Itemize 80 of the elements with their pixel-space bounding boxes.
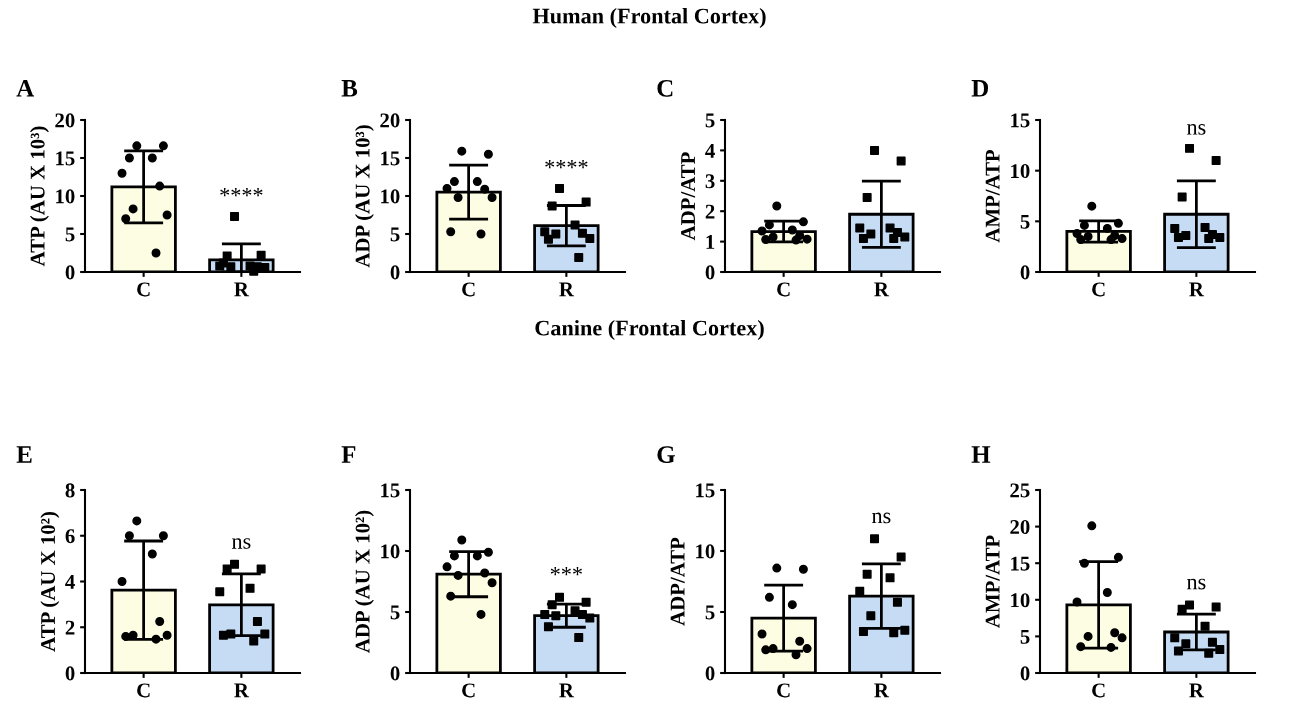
y-axis-title: ADP/ATP [681,152,696,241]
y-tick-label: 5 [390,605,400,620]
x-tick-label: R [1189,683,1205,698]
y-tick-label: 0 [1020,666,1030,681]
chart-subtitle: E [16,446,32,463]
chart-subtitle: B [341,80,358,97]
y-tick-label: 10 [381,544,400,559]
y-tick-label: 5 [705,113,715,128]
y-tick-label: 20 [1010,519,1030,535]
y-tick-label: 3 [705,174,715,189]
annotation: ns [1186,124,1206,135]
annotation: **** [545,160,588,169]
y-tick-label: 2 [65,620,75,635]
y-tick-label: 0 [65,666,75,681]
x-tick-label: C [137,282,150,297]
y-tick-label: 5 [1020,214,1030,229]
y-tick-label: 0 [390,265,400,280]
y-tick-label: 2 [705,204,715,219]
y-tick-label: 25 [1010,483,1030,498]
y-axis-title: AMP/ATP [985,535,1000,628]
y-tick-label: 5 [65,227,75,242]
x-tick-label: C [1092,282,1105,297]
y-tick-label: 1 [706,235,715,249]
x-tick-label: C [137,683,150,698]
y-tick-label: 10 [381,189,400,204]
y-axis-title: ADP (AU X 10³) [355,125,374,268]
x-tick-label: R [559,683,575,698]
annotation: ns [871,512,891,524]
x-tick-label: C [462,683,475,698]
y-tick-label: 5 [705,605,715,620]
annotation: **** [220,188,263,197]
y-tick-label: 4 [705,143,715,158]
y-tick-label: 20 [55,113,75,128]
y-tick-label: 15 [1011,556,1030,571]
y-tick-label: 15 [381,483,400,498]
x-tick-label: C [777,683,790,698]
y-tick-label: 15 [1011,113,1030,128]
y-axis-title: ATP (AU X 10²) [40,512,60,652]
y-tick-label: 20 [380,113,400,128]
text: Human (Frontal Cortex) [532,7,766,29]
x-tick-label: C [1092,683,1105,698]
y-tick-label: 6 [65,529,75,544]
annotation: ns [1186,578,1206,590]
y-axis-title: ADP/ATP [670,537,685,626]
x-tick-label: R [234,683,250,698]
y-axis-title: AMP/ATP [985,149,1000,243]
y-tick-label: 0 [705,265,715,280]
y-tick-label: 15 [56,151,75,166]
x-tick-label: R [234,282,250,297]
y-tick-label: 10 [1011,593,1030,608]
annotation: *** [550,567,582,576]
x-tick-label: R [1189,282,1205,297]
y-tick-label: 10 [56,189,75,204]
y-tick-label: 5 [390,227,400,242]
chart-subtitle: D [971,80,989,97]
annotation: ns [231,538,251,549]
x-tick-label: R [874,282,890,297]
y-tick-label: 10 [1011,164,1030,179]
y-axis-title: ATP (AU X 10³) [30,126,49,267]
chart-subtitle: G [657,446,675,463]
text: Canine (Frontal Cortex) [535,319,764,341]
x-tick-label: C [777,282,790,297]
y-tick-label: 15 [696,483,715,498]
y-tick-label: 5 [1020,629,1030,644]
y-tick-label: 10 [696,544,715,559]
y-tick-label: 0 [65,265,75,280]
y-tick-label: 8 [65,483,75,498]
y-axis-title: ADP (AU X 10²) [355,510,374,653]
chart-subtitle: H [971,446,991,463]
y-tick-label: 0 [390,666,400,681]
x-tick-label: C [462,282,475,297]
chart-subtitle: C [657,79,673,97]
x-tick-label: R [559,282,575,297]
y-tick-label: 4 [65,575,75,589]
x-tick-label: R [874,683,890,698]
y-tick-label: 0 [705,666,715,681]
chart-subtitle: F [341,446,356,463]
chart-subtitle: A [16,79,35,97]
y-tick-label: 15 [381,151,400,166]
y-tick-label: 0 [1020,265,1030,280]
